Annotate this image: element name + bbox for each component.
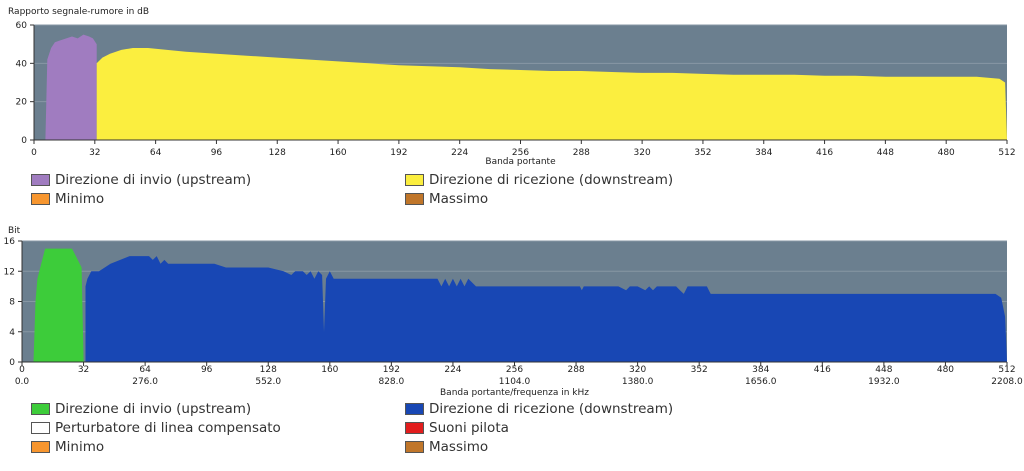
- x-tick-label: 0: [19, 365, 25, 375]
- x-axis-label: Banda portante/frequenza in kHz: [440, 388, 589, 398]
- legend-label: Direzione di ricezione (downstream): [429, 401, 674, 417]
- x-tick-label: 128: [260, 365, 277, 375]
- x-tick-label: 96: [201, 365, 213, 375]
- legend-label: Minimo: [55, 191, 105, 207]
- x-tick-label: 128: [269, 148, 286, 158]
- x-tick-label: 32: [89, 148, 100, 158]
- legend-swatch: [405, 422, 424, 434]
- x-tick-label: 160: [321, 365, 338, 375]
- y-tick-label: 20: [16, 98, 28, 108]
- x-tick-label: 416: [814, 365, 831, 375]
- legend-swatch: [405, 403, 424, 415]
- series-area: [33, 248, 84, 362]
- legend-item: Direzione di invio (upstream): [31, 401, 251, 417]
- x-tick-label: 384: [755, 148, 772, 158]
- x-tick-label-khz: 1932.0: [868, 377, 900, 387]
- x-tick-label: 416: [816, 148, 833, 158]
- x-tick-label: 288: [573, 148, 590, 158]
- x-tick-label: 512: [998, 365, 1015, 375]
- y-tick-label: 12: [4, 267, 15, 277]
- legend-item: Minimo: [31, 439, 104, 455]
- legend-label: Minimo: [55, 439, 105, 455]
- x-tick-label: 384: [752, 365, 769, 375]
- x-tick-label: 64: [150, 148, 162, 158]
- legend-swatch: [31, 422, 50, 434]
- x-tick-label: 320: [634, 148, 651, 158]
- x-tick-label-khz: 1380.0: [622, 377, 654, 387]
- x-tick-label: 352: [694, 148, 711, 158]
- x-tick-label: 224: [451, 148, 468, 158]
- y-tick-label: 0: [21, 136, 27, 146]
- legend-swatch: [405, 174, 424, 186]
- series-area: [45, 34, 97, 140]
- legend-label: Massimo: [429, 439, 489, 455]
- legend-swatch: [31, 174, 50, 186]
- legend-label: Suoni pilota: [429, 420, 509, 436]
- x-tick-label: 448: [877, 148, 894, 158]
- x-tick-label-khz: 828.0: [378, 377, 404, 387]
- y-tick-label: 16: [4, 237, 16, 247]
- legend-swatch: [31, 403, 50, 415]
- series-area: [85, 256, 1007, 362]
- x-tick-label: 352: [691, 365, 708, 375]
- y-axis-label: Bit: [8, 226, 21, 236]
- y-tick-label: 8: [9, 298, 15, 308]
- x-tick-label: 192: [390, 148, 407, 158]
- x-tick-label: 32: [78, 365, 89, 375]
- series-area: [96, 48, 1007, 140]
- y-tick-label: 40: [16, 59, 28, 69]
- x-tick-label: 64: [139, 365, 151, 375]
- x-tick-label: 256: [512, 148, 529, 158]
- x-tick-label: 160: [329, 148, 346, 158]
- x-tick-label: 192: [383, 365, 400, 375]
- x-tick-label-khz: 276.0: [132, 377, 158, 387]
- x-tick-label: 224: [444, 365, 461, 375]
- x-tick-label: 0: [31, 148, 37, 158]
- legend-item: Direzione di ricezione (downstream): [405, 401, 673, 417]
- legend-label: Direzione di invio (upstream): [55, 401, 252, 417]
- x-tick-label: 320: [629, 365, 646, 375]
- legend-item: Suoni pilota: [405, 420, 509, 436]
- x-tick-label: 480: [938, 148, 955, 158]
- legend-item: Perturbatore di linea compensato: [31, 420, 281, 436]
- x-tick-label-khz: 2208.0: [991, 377, 1023, 387]
- x-tick-label-khz: 552.0: [255, 377, 281, 387]
- legend-label: Massimo: [429, 191, 489, 207]
- x-tick-label-khz: 1656.0: [745, 377, 777, 387]
- x-tick-label: 512: [998, 148, 1015, 158]
- x-tick-label-khz: 1104.0: [499, 377, 531, 387]
- y-tick-label: 0: [9, 358, 15, 368]
- legend-label: Perturbatore di linea compensato: [55, 420, 281, 436]
- legend-swatch: [31, 193, 50, 205]
- x-tick-label: 256: [506, 365, 523, 375]
- legend-item: Minimo: [31, 191, 104, 207]
- x-tick-label: 448: [875, 365, 892, 375]
- x-tick-label: 288: [567, 365, 584, 375]
- legend-item: Direzione di invio (upstream): [31, 172, 251, 188]
- legend-item: Massimo: [405, 439, 488, 455]
- y-axis-label: Rapporto segnale-rumore in dB: [8, 7, 149, 17]
- legend-item: Massimo: [405, 191, 488, 207]
- legend-label: Direzione di ricezione (downstream): [429, 172, 674, 188]
- legend-swatch: [31, 441, 50, 453]
- x-tick-label: 96: [211, 148, 223, 158]
- legend-swatch: [405, 193, 424, 205]
- legend-item: Direzione di ricezione (downstream): [405, 172, 673, 188]
- x-tick-label: 480: [937, 365, 954, 375]
- y-tick-label: 60: [16, 21, 28, 31]
- x-axis-label: Banda portante: [485, 157, 556, 167]
- y-tick-label: 4: [9, 328, 15, 338]
- legend-label: Direzione di invio (upstream): [55, 172, 252, 188]
- legend-swatch: [405, 441, 424, 453]
- x-tick-label-khz: 0.0: [15, 377, 30, 387]
